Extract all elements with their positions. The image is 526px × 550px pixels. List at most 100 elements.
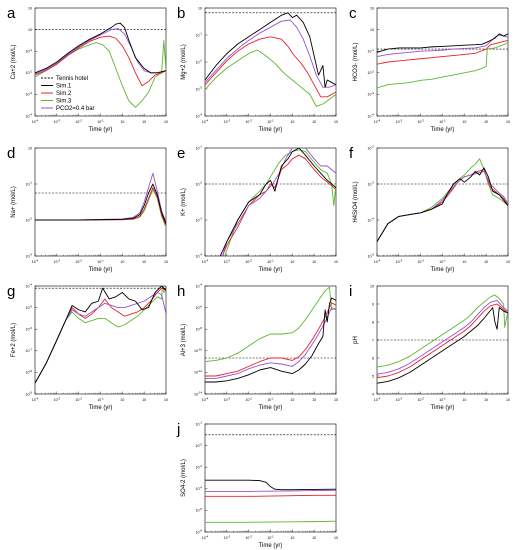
y-tick-label: 10-3 <box>196 217 203 223</box>
y-tick-label: 10-5 <box>196 507 203 513</box>
y-axis-label: H4SiO4 (mol/L) <box>353 181 359 222</box>
legend-label: Tennis hotel <box>56 76 88 82</box>
x-axis-label: Time (yr) <box>259 127 283 133</box>
y-tick-label: 8 <box>372 320 374 324</box>
panel-f: f10-4 10-3 10-2 10-1 10 10 1010-510-410-310-2T… <box>349 145 510 273</box>
panel-letter: g <box>7 283 15 300</box>
y-axis-label: K+ (mol/L) <box>181 188 187 216</box>
x-tick-label: 10-3 <box>224 118 231 124</box>
y-tick-label: 10-2 <box>196 59 203 65</box>
legend-label: PCO2=0.4 bar <box>56 106 95 112</box>
panel-j: j 10-4 10-3 10-2 10-1 10 10 10 10-6 10-5 10-4 10-3 1… <box>176 421 338 549</box>
panel-g: g 10-4 10-3 10-2 10-1 10 10 10 10-9 10-8 10-7 10-6 1… <box>7 283 168 411</box>
series-line-sim-3 <box>205 49 336 107</box>
panel-letter: c <box>349 5 357 22</box>
plot-frame <box>34 7 167 117</box>
panel-letter: d <box>7 145 15 162</box>
x-tick-label: 10 <box>462 398 466 402</box>
x-tick-label: 10-1 <box>97 118 104 124</box>
y-tick-label: 10-3 <box>26 253 33 259</box>
y-tick-label: 9 <box>372 302 374 306</box>
plot-frame <box>204 423 337 533</box>
x-tick-label: 10 <box>334 398 338 402</box>
series-group <box>377 294 508 384</box>
series-line-sim-1 <box>377 307 508 384</box>
x-tick-label: 10 <box>506 260 510 264</box>
series-line-pco2-0-4-bar <box>205 489 336 492</box>
y-tick-label: 10-4 <box>196 253 203 259</box>
x-tick-label: 10-4 <box>374 258 381 264</box>
plot-frame <box>34 147 167 257</box>
series-line-sim-3 <box>377 42 508 89</box>
legend-label: Sim.1 <box>56 84 72 90</box>
series-line-sim-3 <box>35 39 166 108</box>
y-tick-label: 10-12 <box>194 369 202 375</box>
series-line-sim-1 <box>377 33 508 53</box>
x-tick-label: 10 <box>506 120 510 124</box>
x-axis-label: Time (yr) <box>259 405 283 411</box>
panel-letter: i <box>349 283 352 300</box>
y-tick-label: 10 <box>28 146 32 150</box>
y-tick-label: 10-6 <box>26 326 33 332</box>
x-tick-label: 10 <box>164 260 168 264</box>
series-line-pco2-0-4-bar <box>222 148 336 256</box>
series-line-sim-1 <box>35 286 166 384</box>
x-tick-label: 10 <box>484 260 488 264</box>
series-group <box>219 148 336 256</box>
plot-frame <box>376 7 509 117</box>
y-tick-label: 10-2 <box>26 217 33 223</box>
x-tick-label: 10 <box>334 120 338 124</box>
y-tick-label: 10 <box>28 28 32 32</box>
x-tick-label: 10-3 <box>224 534 231 540</box>
y-tick-label: 10-1 <box>196 145 203 151</box>
x-axis-label: Time (yr) <box>431 405 455 411</box>
y-tick-label: 10-3 <box>368 181 375 187</box>
x-tick-label: 10-4 <box>374 396 381 402</box>
x-tick-label: 10 <box>120 120 124 124</box>
x-tick-label: 10-2 <box>245 534 252 540</box>
x-tick-label: 10-1 <box>267 396 274 402</box>
plot-frame <box>204 7 337 117</box>
y-tick-label: 10-2 <box>368 70 375 76</box>
y-tick-label: 10-1 <box>26 48 33 54</box>
x-tick-label: 10 <box>462 120 466 124</box>
legend-label: Sim.2 <box>56 91 72 97</box>
y-tick-label: 10-8 <box>26 369 33 375</box>
y-tick-label: 10 <box>370 6 374 10</box>
y-tick-label: 10-1 <box>196 421 203 427</box>
x-axis-label: Time (yr) <box>259 267 283 273</box>
x-tick-label: 10-4 <box>202 258 209 264</box>
series-line-pco2-0-4-bar <box>377 299 508 375</box>
x-axis-label: Time (yr) <box>259 543 283 549</box>
x-tick-label: 10 <box>484 398 488 402</box>
y-tick-label: 10-4 <box>196 283 203 289</box>
y-axis-label: Na+ (mol/L) <box>11 186 17 218</box>
series-group <box>205 12 336 107</box>
panel-i: i 10-4 10-3 10-2 10-1 10 10 10 4 5 6 7 8 9 10 Time (yr)… <box>349 283 510 411</box>
series-line-pco2-0-4-bar <box>35 172 166 222</box>
y-tick-label: 10-9 <box>26 391 33 397</box>
x-axis-label: Time (yr) <box>431 127 455 133</box>
series-line-sim-1 <box>35 22 166 74</box>
series-line-sim-2 <box>35 35 166 87</box>
x-tick-label: 10-4 <box>32 118 39 124</box>
series-group <box>205 286 336 383</box>
series-group <box>205 479 336 523</box>
x-tick-label: 10-4 <box>32 258 39 264</box>
y-tick-label: 10-4 <box>368 217 375 223</box>
x-tick-label: 10 <box>120 398 124 402</box>
x-tick-label: 10 <box>312 398 316 402</box>
x-tick-label: 10-2 <box>417 118 424 124</box>
series-line-sim-1 <box>205 479 336 491</box>
x-axis-label: Time (yr) <box>89 405 113 411</box>
x-tick-label: 10-4 <box>202 118 209 124</box>
legend-label: Sim.3 <box>56 99 72 105</box>
x-tick-label: 10-3 <box>396 396 403 402</box>
y-tick-label: 10-3 <box>368 91 375 97</box>
panel-a: a 10-4 10-3 10-2 10-1 10 10 10 10-4 10-3 10-2 10-1 1… <box>7 5 168 133</box>
x-tick-label: 10-1 <box>267 118 274 124</box>
x-tick-label: 10-4 <box>374 118 381 124</box>
series-group <box>377 33 508 89</box>
y-tick-label: 10-1 <box>196 32 203 38</box>
